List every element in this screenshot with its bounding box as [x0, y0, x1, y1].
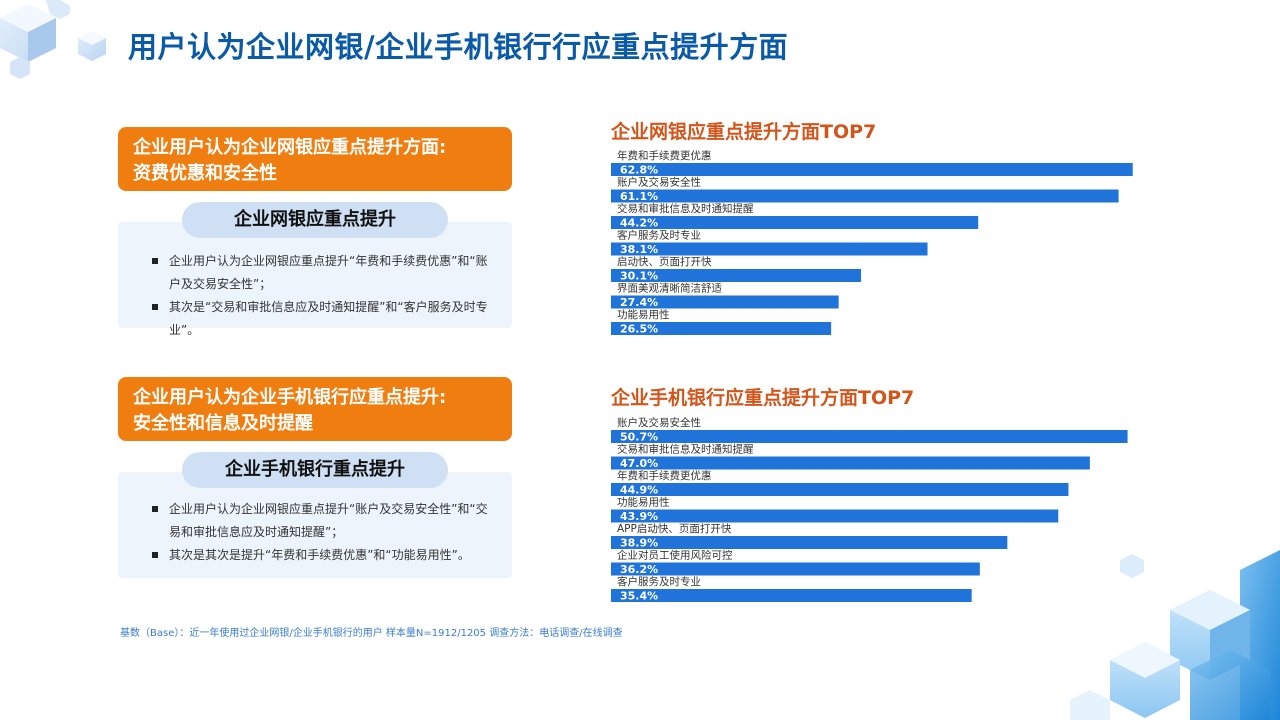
footnote: 基数（Base）：近一年使用过企业网银/企业手机银行的用户 样本量N=1912/… — [120, 628, 623, 639]
chart-1-bar — [611, 322, 832, 335]
chart-1-category-label: 交易和审批信息及时通知提醒 — [617, 202, 754, 215]
section-1-pill-label: 企业网银应重点提升 — [182, 202, 448, 238]
chart-2-value-label: 44.9% — [620, 484, 658, 497]
page-title: 用户认为企业网银/企业手机银行行应重点提升方面 — [128, 30, 789, 64]
section-1-bullet-2: 其次是“交易和审批信息应及时通知提醒”和“客户服务及时专业”。 — [150, 296, 495, 342]
chart-1-title: 企业网银应重点提升方面TOP7 — [611, 121, 877, 143]
section-2-headline-line2: 安全性和信息及时提醒 — [133, 413, 313, 434]
chart-1-value-label: 62.8% — [620, 164, 658, 177]
chart-1-value-label: 30.1% — [620, 270, 658, 283]
chart-1-value-label: 61.1% — [620, 190, 658, 203]
chart-2-mobile-banking-top7: 账户及交易安全性 50.7%交易和审批信息及时通知提醒47.0%年费和手续费更优惠… — [611, 416, 1128, 603]
chart-1-value-label: 26.5% — [620, 323, 658, 336]
section-1-headline-line1: 企业用户认为企业网银应重点提升方面: — [133, 137, 447, 158]
chart-1-category-label: 界面美观清晰简洁舒适 — [617, 282, 722, 295]
chart-1-value-label: 44.2% — [620, 217, 658, 230]
chart-2-category-label: APP启动快、页面打开快 — [617, 522, 732, 535]
chart-2-category-label: 企业对员工使用风险可控 — [617, 549, 733, 562]
chart-1-bar — [611, 216, 979, 229]
chart-2-value-label: 38.9% — [620, 537, 658, 550]
chart-1-bar — [611, 163, 1133, 176]
chart-2-category-label: 交易和审批信息及时通知提醒 — [617, 443, 754, 456]
section-1-headline-line2: 资费优惠和安全性 — [133, 163, 277, 184]
chart-1-category-label: 账户及交易安全性 — [617, 176, 701, 189]
section-1-bullet-list: 企业用户认为企业网银应重点提升“年费和手续费优惠”和“账户及交易安全性”； 其次… — [150, 250, 495, 342]
chart-1-category-label: 年费和手续费更优惠 — [617, 149, 712, 162]
chart-1-web-banking-top7: 年费和手续费更优惠 62.8%账户及交易安全性61.1%交易和审批信息及时通知提醒… — [611, 149, 1133, 336]
chart-1-bar — [611, 189, 1119, 203]
chart-2-bar — [611, 483, 1069, 496]
chart-1-category-label: 启动快、页面打开快 — [617, 255, 712, 268]
section-2-pill-label: 企业手机银行重点提升 — [182, 452, 448, 488]
chart-1-bar — [611, 295, 839, 309]
section-2-bullet-1: 企业用户认为企业网银应重点提升“账户及交易安全性”和“交易和审批信息应及时通知提… — [150, 498, 495, 544]
chart-1-value-label: 38.1% — [620, 243, 658, 256]
section-1-headline: 企业用户认为企业网银应重点提升方面: 资费优惠和安全性 — [118, 127, 512, 191]
chart-2-category-label: 账户及交易安全性 — [617, 416, 701, 429]
section-2-bullet-2: 其次是其次是提升“年费和手续费优惠”和“功能易用性”。 — [150, 544, 495, 567]
chart-2-value-label: 50.7% — [620, 431, 658, 444]
chart-2-value-label: 36.2% — [620, 563, 658, 576]
chart-2-bar — [611, 430, 1128, 443]
chart-2-bar — [611, 536, 1008, 549]
chart-2-category-label: 功能易用性 — [617, 496, 670, 509]
chart-2-value-label: 47.0% — [620, 457, 658, 470]
chart-2-bar — [611, 589, 972, 602]
section-1-info-box — [118, 222, 512, 328]
section-2-bullet-list: 企业用户认为企业网银应重点提升“账户及交易安全性”和“交易和审批信息应及时通知提… — [150, 498, 495, 567]
chart-2-category-label: 客户服务及时专业 — [617, 575, 701, 588]
section-2-headline-line1: 企业用户认为企业手机银行应重点提升: — [133, 387, 447, 408]
chart-1-bar — [611, 269, 862, 282]
chart-1-bar — [611, 242, 928, 256]
chart-1-category-label: 功能易用性 — [617, 308, 670, 321]
chart-1-value-label: 27.4% — [620, 296, 658, 309]
chart-2-value-label: 35.4% — [620, 590, 658, 603]
chart-1-category-label: 客户服务及时专业 — [617, 229, 701, 242]
decorative-cubes-top-left — [0, 0, 106, 79]
chart-2-bar — [611, 509, 1059, 523]
decorative-cubes-bottom-right — [1070, 550, 1280, 720]
chart-2-title: 企业手机银行应重点提升方面TOP7 — [611, 387, 915, 409]
chart-2-value-label: 43.9% — [620, 510, 658, 523]
section-1-bullet-1: 企业用户认为企业网银应重点提升“年费和手续费优惠”和“账户及交易安全性”； — [150, 250, 495, 296]
chart-2-category-label: 年费和手续费更优惠 — [617, 469, 712, 482]
chart-2-bar — [611, 562, 980, 576]
section-2-headline: 企业用户认为企业手机银行应重点提升: 安全性和信息及时提醒 — [118, 377, 512, 441]
chart-2-bar — [611, 456, 1090, 470]
section-2-info-box — [118, 472, 512, 578]
